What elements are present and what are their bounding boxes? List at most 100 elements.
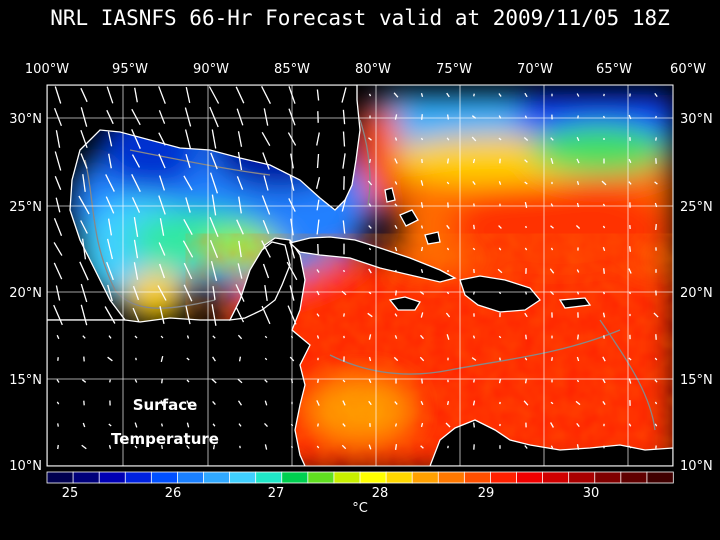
wind-vector (549, 290, 555, 296)
wind-vector (264, 444, 268, 450)
wind-vector (602, 401, 606, 405)
wind-vector (104, 306, 116, 324)
colorbar-swatch (255, 471, 283, 484)
wind-vector (316, 219, 320, 235)
wind-vector (498, 247, 502, 251)
wind-vector (602, 291, 606, 295)
wind-vector (107, 218, 113, 236)
colorbar-swatch (333, 471, 361, 484)
wind-vector (208, 86, 220, 104)
wind-vector (238, 356, 242, 362)
wind-vector (81, 238, 87, 260)
wind-vector (394, 203, 398, 207)
wind-vector (55, 130, 61, 148)
wind-vector (420, 246, 424, 252)
colorbar-swatch (72, 471, 100, 484)
wind-vector (161, 444, 163, 450)
wind-vector (393, 92, 399, 98)
lon-label: 80°W (355, 62, 391, 77)
wind-vector (211, 378, 217, 384)
wind-vector (209, 216, 219, 238)
wind-vector (186, 400, 190, 406)
lon-label: 100°W (25, 62, 69, 77)
wind-vector (236, 108, 244, 126)
wind-vector (654, 93, 658, 97)
wind-vector (186, 445, 190, 449)
wind-vector (550, 225, 554, 229)
wind-vector (628, 158, 632, 164)
wind-vector (105, 174, 115, 192)
wind-vector (576, 379, 580, 383)
wind-vector (237, 263, 243, 279)
wind-vector (291, 335, 293, 339)
wind-vector (55, 197, 61, 213)
wind-vector (237, 131, 243, 147)
wind-vector (550, 422, 554, 428)
colorbar-labels: 25 26 27 28 29 30 (62, 486, 600, 501)
lat-label: 10°N (9, 459, 42, 474)
colorbar-swatch (46, 471, 74, 484)
wind-vector (446, 247, 450, 251)
wind-vector (263, 175, 269, 191)
wind-vector (342, 153, 346, 169)
wind-vector (342, 109, 346, 125)
lat-label: 10°N (680, 459, 713, 474)
wind-vector (368, 356, 372, 362)
wind-vector (524, 159, 528, 163)
wind-vector (576, 444, 580, 450)
wind-vector (211, 129, 217, 149)
wind-vector (55, 285, 61, 301)
wind-vector (159, 306, 165, 324)
colorbar-tick-label: 29 (478, 486, 495, 501)
wind-vector (106, 261, 114, 281)
wind-vector (264, 335, 268, 339)
lon-label: 90°W (193, 62, 229, 77)
wind-vector (57, 444, 59, 450)
wind-vector (446, 181, 450, 185)
wind-vector (134, 379, 138, 383)
wind-vector (210, 261, 218, 281)
wind-vector (209, 106, 219, 128)
wind-vector (186, 335, 190, 339)
wind-vector (655, 224, 657, 230)
wind-vector (368, 334, 372, 340)
wind-vector (499, 357, 501, 361)
wind-vector (289, 175, 295, 191)
wind-vector (498, 115, 502, 119)
wind-vector (235, 86, 245, 104)
wind-vector (420, 422, 424, 428)
wind-vector (524, 247, 528, 251)
wind-vector (53, 217, 63, 237)
wind-vector (628, 357, 632, 361)
wind-vector (576, 181, 580, 185)
wind-vector (471, 357, 477, 361)
wind-vector (261, 195, 271, 215)
wind-vector (368, 203, 372, 207)
wind-vector (290, 153, 294, 169)
wind-vector (420, 400, 424, 406)
wind-vector (158, 195, 166, 215)
wind-vector (498, 181, 502, 185)
wind-vector (654, 379, 658, 383)
wind-vector (78, 195, 90, 215)
wind-vector (316, 313, 320, 317)
wind-vector (80, 220, 88, 234)
wind-vector (107, 131, 113, 147)
wind-vector (209, 172, 219, 194)
wind-vector (629, 246, 631, 252)
wind-vector (654, 181, 658, 185)
wind-vector (394, 246, 398, 252)
wind-vector (288, 239, 296, 259)
wind-vector (394, 444, 398, 450)
wind-vector (56, 401, 60, 405)
wind-vector (182, 240, 194, 258)
wind-vector (131, 129, 141, 149)
wind-vector (237, 400, 243, 406)
wind-vector (498, 378, 502, 384)
wind-vector (342, 423, 346, 427)
wind-vector (419, 291, 425, 295)
wind-vector (108, 153, 112, 169)
wind-vector (54, 176, 62, 190)
wind-vector (524, 181, 528, 185)
wind-vector (315, 177, 321, 189)
